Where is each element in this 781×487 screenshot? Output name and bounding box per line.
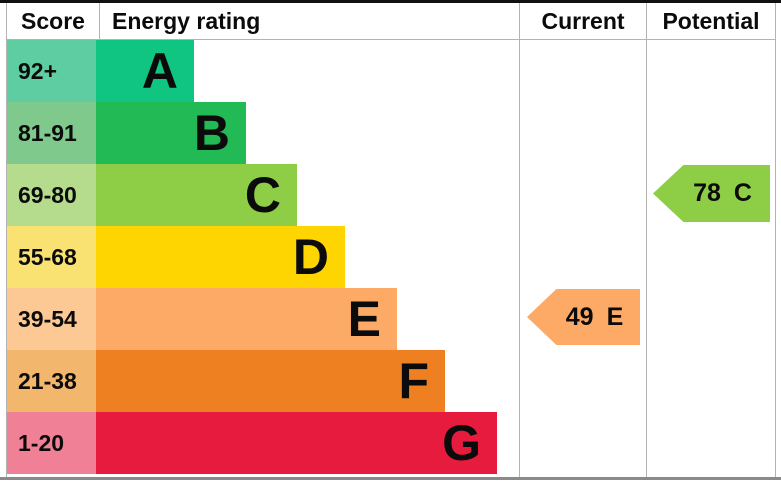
score-range-a: 92+ bbox=[7, 40, 96, 102]
potential-rating-band: C bbox=[733, 179, 752, 207]
rating-bar-c: C bbox=[96, 164, 297, 226]
header-current: Current bbox=[541, 8, 625, 34]
rating-bar-d: D bbox=[96, 226, 345, 288]
rating-letter-g: G bbox=[442, 415, 481, 471]
score-range-d: 55-68 bbox=[7, 226, 96, 288]
score-range-e: 39-54 bbox=[7, 288, 96, 350]
current-column-divider bbox=[519, 3, 520, 477]
rating-letter-b: B bbox=[193, 105, 230, 161]
current-rating-band: E bbox=[606, 302, 624, 331]
header-energy-rating: Energy rating bbox=[112, 8, 261, 34]
header-potential: Potential bbox=[662, 8, 760, 34]
bottom-border bbox=[0, 477, 781, 480]
header-underline bbox=[6, 39, 775, 40]
rating-letter-d: D bbox=[292, 229, 329, 285]
top-border bbox=[0, 0, 781, 3]
score-range-f: 21-38 bbox=[7, 350, 96, 412]
rating-bar-f: F bbox=[96, 350, 445, 412]
score-range-g: 1-20 bbox=[7, 412, 96, 474]
score-range-c: 69-80 bbox=[7, 164, 96, 226]
left-border bbox=[6, 3, 7, 477]
potential-column-divider bbox=[646, 3, 647, 477]
score-range-b: 81-91 bbox=[7, 102, 96, 164]
current-rating-value: 49 bbox=[565, 302, 594, 331]
band-row-a: 92+ A bbox=[0, 40, 781, 102]
band-row-d: 55-68 D bbox=[0, 226, 781, 288]
band-rows: 92+ A 81-91 B 69-80 C 55-68 D 39-54 bbox=[0, 40, 781, 474]
right-border bbox=[775, 3, 776, 477]
rating-bar-g: G bbox=[96, 412, 497, 474]
rating-letter-c: C bbox=[244, 167, 281, 223]
rating-letter-f: F bbox=[398, 353, 429, 409]
rating-letter-a: A bbox=[141, 43, 178, 99]
rating-bar-e: E bbox=[96, 288, 397, 350]
band-row-e: 39-54 E bbox=[0, 288, 781, 350]
header-score: Score bbox=[21, 8, 85, 34]
band-row-f: 21-38 F bbox=[0, 350, 781, 412]
band-row-b: 81-91 B bbox=[0, 102, 781, 164]
rating-bar-b: B bbox=[96, 102, 246, 164]
potential-rating-value: 78 bbox=[693, 179, 721, 207]
score-column-divider bbox=[99, 3, 100, 40]
band-row-g: 1-20 G bbox=[0, 412, 781, 474]
band-row-c: 69-80 C bbox=[0, 164, 781, 226]
rating-bar-a: A bbox=[96, 40, 194, 102]
rating-letter-e: E bbox=[347, 291, 381, 347]
